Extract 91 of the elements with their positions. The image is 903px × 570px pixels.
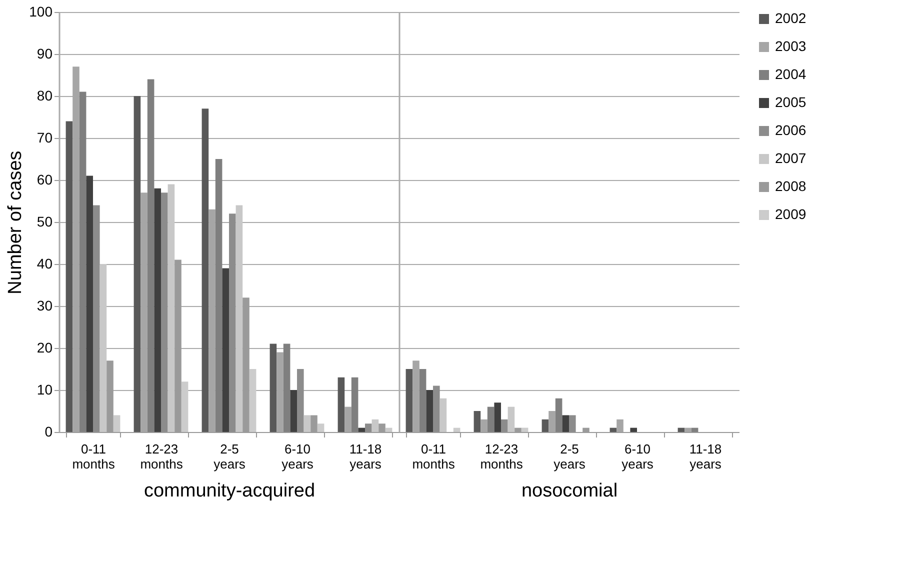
bar bbox=[317, 424, 324, 432]
bar bbox=[344, 406, 352, 432]
y-tick-label: 0 bbox=[44, 424, 53, 440]
bar bbox=[297, 369, 304, 432]
bar bbox=[480, 419, 488, 432]
bar bbox=[79, 92, 86, 432]
bar bbox=[555, 398, 562, 432]
y-tick-label: 100 bbox=[29, 4, 53, 20]
bar bbox=[113, 415, 120, 432]
bar bbox=[283, 344, 290, 432]
x-axis-title: community-acquired bbox=[144, 480, 316, 502]
bar bbox=[249, 369, 256, 432]
bar bbox=[569, 415, 576, 432]
bar bbox=[168, 184, 175, 432]
bar bbox=[161, 192, 168, 432]
bar bbox=[494, 402, 501, 432]
bar bbox=[215, 159, 222, 432]
bar bbox=[562, 415, 569, 432]
bar bbox=[678, 428, 685, 432]
x-tick-label: 12-23 months bbox=[140, 442, 184, 472]
y-tick-label: 60 bbox=[36, 172, 53, 188]
legend-label: 2005 bbox=[775, 94, 806, 110]
bar bbox=[276, 352, 284, 432]
legend-label: 2008 bbox=[775, 178, 806, 194]
bar bbox=[134, 96, 141, 432]
bar bbox=[610, 428, 617, 432]
bar bbox=[508, 406, 515, 432]
bar bbox=[630, 428, 637, 432]
bar bbox=[433, 386, 440, 432]
bar bbox=[147, 79, 154, 432]
bar bbox=[202, 108, 209, 432]
legend-label: 2009 bbox=[775, 206, 806, 222]
bar bbox=[440, 398, 447, 432]
bar bbox=[542, 419, 549, 432]
bar bbox=[236, 205, 243, 432]
x-tick-label: 12-23 months bbox=[480, 442, 524, 472]
bar bbox=[66, 121, 73, 432]
x-tick-label: 0-11 months bbox=[72, 442, 116, 472]
bar bbox=[385, 428, 392, 432]
legend-label: 2002 bbox=[775, 10, 806, 26]
bar bbox=[419, 369, 426, 432]
bar bbox=[222, 268, 229, 432]
y-tick-label: 70 bbox=[36, 130, 53, 146]
bar bbox=[338, 377, 345, 432]
bar bbox=[521, 428, 528, 432]
x-tick-label: 2-5 years bbox=[214, 442, 246, 472]
bar bbox=[616, 419, 624, 432]
bar bbox=[372, 419, 379, 432]
bar bbox=[548, 411, 556, 432]
x-axis-title: nosocomial bbox=[521, 480, 618, 502]
bar bbox=[304, 415, 311, 432]
bar bbox=[229, 214, 236, 432]
y-tick-label: 20 bbox=[36, 340, 53, 356]
bar bbox=[181, 382, 188, 432]
y-tick-label: 80 bbox=[36, 88, 53, 104]
bar bbox=[691, 428, 698, 432]
bar bbox=[684, 428, 692, 432]
y-tick-label: 10 bbox=[36, 382, 53, 398]
bar bbox=[93, 205, 100, 432]
bar bbox=[487, 406, 494, 432]
bar bbox=[208, 209, 216, 432]
bar bbox=[412, 360, 420, 432]
bar bbox=[86, 176, 93, 432]
x-tick-label: 6-10 years bbox=[622, 442, 654, 472]
bar bbox=[140, 192, 148, 432]
y-tick-label: 30 bbox=[36, 298, 53, 314]
legend-label: 2003 bbox=[775, 38, 806, 54]
bar bbox=[453, 428, 460, 432]
x-tick-label: 2-5 years bbox=[554, 442, 586, 472]
bar bbox=[426, 390, 433, 432]
bar bbox=[406, 369, 413, 432]
y-tick-label: 40 bbox=[36, 256, 53, 272]
bar bbox=[290, 390, 297, 432]
legend-label: 2007 bbox=[775, 150, 806, 166]
legend-label: 2006 bbox=[775, 122, 806, 138]
x-tick-label: 11-18 years bbox=[349, 442, 382, 472]
bar bbox=[270, 344, 277, 432]
y-axis-title: Number of cases bbox=[5, 150, 26, 294]
x-tick-label: 0-11 months bbox=[412, 442, 456, 472]
bar bbox=[100, 264, 107, 432]
bar bbox=[474, 411, 481, 432]
bar bbox=[365, 424, 372, 432]
y-tick-label: 90 bbox=[36, 46, 53, 62]
legend-label: 2004 bbox=[775, 66, 806, 82]
y-tick-label: 50 bbox=[36, 214, 53, 230]
bar bbox=[154, 188, 161, 432]
bar bbox=[358, 428, 365, 432]
bar bbox=[351, 377, 358, 432]
x-tick-label: 6-10 years bbox=[282, 442, 314, 472]
bar bbox=[501, 419, 508, 432]
x-tick-label: 11-18 years bbox=[689, 442, 722, 472]
